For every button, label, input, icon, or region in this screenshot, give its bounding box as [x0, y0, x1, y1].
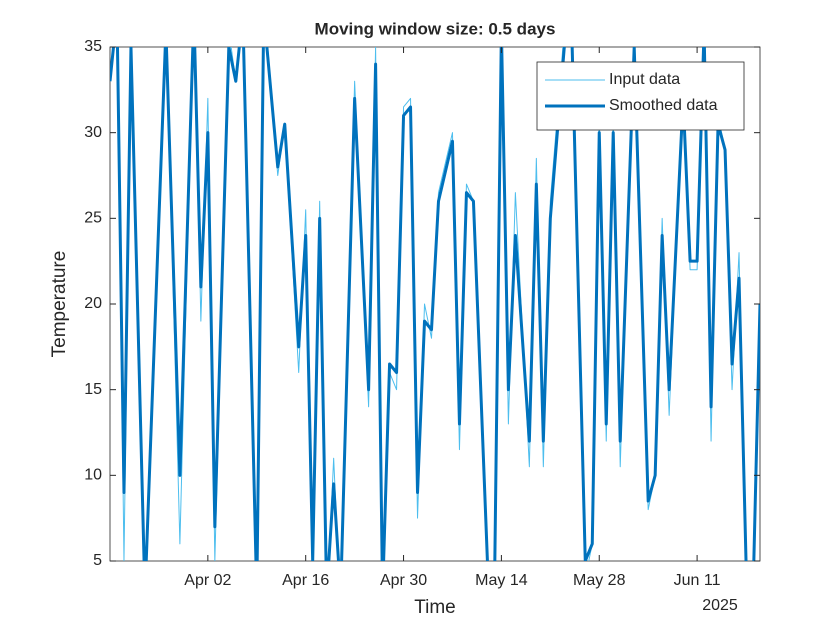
- chart-title: Moving window size: 0.5 days: [315, 19, 556, 38]
- legend-box: [536, 61, 745, 131]
- x-tick-label: May 14: [475, 572, 528, 589]
- x-year-label: 2025: [702, 597, 738, 614]
- x-tick-label: Apr 30: [380, 572, 427, 589]
- x-tick-label: May 28: [573, 572, 626, 589]
- legend-label: Smoothed data: [609, 97, 718, 114]
- x-tick-label: Jun 11: [674, 572, 721, 589]
- x-axis-label: Time: [414, 597, 456, 618]
- y-axis-label: Temperature: [49, 251, 70, 358]
- y-tick-label: 25: [84, 210, 102, 227]
- x-tick-label: Apr 16: [282, 572, 329, 589]
- y-tick-label: 20: [84, 295, 102, 312]
- y-tick-label: 10: [84, 467, 102, 484]
- series-line: [110, 47, 760, 561]
- y-tick-label: 5: [93, 552, 102, 569]
- y-tick-label: 35: [84, 38, 102, 55]
- lines: [110, 47, 760, 561]
- x-tick-label: Apr 02: [184, 572, 231, 589]
- y-tick-label: 15: [84, 381, 102, 398]
- y-tick-label: 30: [84, 124, 102, 141]
- plot-area: [109, 46, 761, 562]
- legend-label: Input data: [609, 71, 680, 88]
